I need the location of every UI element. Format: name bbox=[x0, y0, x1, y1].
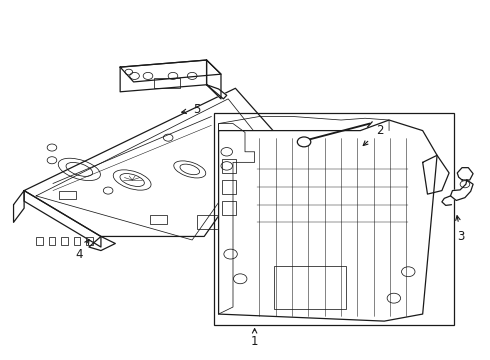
Text: 4: 4 bbox=[75, 248, 83, 261]
Polygon shape bbox=[120, 60, 221, 82]
Polygon shape bbox=[24, 190, 101, 247]
Bar bbox=[222, 201, 236, 215]
Bar bbox=[86, 237, 93, 245]
Text: 5: 5 bbox=[193, 103, 201, 116]
Bar bbox=[36, 237, 43, 245]
Bar bbox=[59, 190, 76, 199]
Bar bbox=[150, 215, 167, 224]
Polygon shape bbox=[89, 237, 115, 251]
Bar bbox=[214, 113, 454, 325]
Text: 3: 3 bbox=[457, 230, 465, 243]
Text: 2: 2 bbox=[376, 124, 383, 137]
Polygon shape bbox=[219, 120, 437, 321]
Bar bbox=[222, 159, 236, 173]
Bar bbox=[61, 237, 68, 245]
Polygon shape bbox=[24, 88, 276, 237]
Polygon shape bbox=[423, 155, 449, 194]
Polygon shape bbox=[457, 168, 473, 180]
Bar bbox=[154, 78, 180, 88]
Polygon shape bbox=[207, 85, 227, 99]
Text: 1: 1 bbox=[251, 335, 258, 348]
Polygon shape bbox=[120, 60, 207, 92]
Bar bbox=[74, 237, 80, 245]
Bar bbox=[49, 237, 55, 245]
Polygon shape bbox=[14, 190, 24, 222]
Polygon shape bbox=[207, 60, 221, 99]
Polygon shape bbox=[450, 180, 473, 201]
Circle shape bbox=[297, 137, 311, 147]
Bar bbox=[274, 266, 346, 309]
Polygon shape bbox=[264, 134, 288, 155]
Bar bbox=[222, 180, 236, 194]
